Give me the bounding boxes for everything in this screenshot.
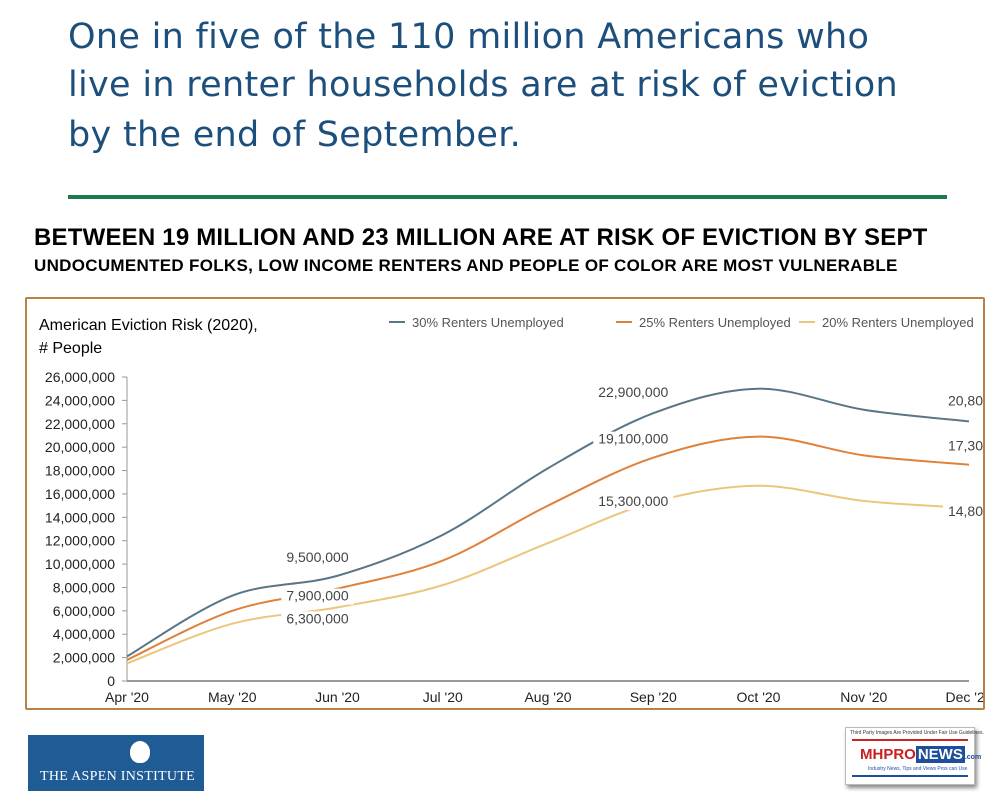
chart-frame: American Eviction Risk (2020), # People …: [25, 297, 985, 710]
mhpronews-wordmark: MHPRO NEWS .com: [860, 746, 981, 763]
x-tick-label: Oct '20: [737, 689, 781, 705]
headline-line-3: by the end of September.: [68, 115, 522, 155]
data-label-bg: [593, 431, 674, 448]
wordmark-part: MHPRO: [860, 746, 916, 763]
x-tick-label: Aug '20: [524, 689, 571, 705]
headline-line-2: live in renter households are at risk of…: [68, 65, 898, 105]
series-line-2: [126, 435, 970, 661]
x-tick-label: Jul '20: [423, 689, 463, 705]
y-tick-label: 26,000,000: [45, 369, 115, 385]
data-label: 15,300,000: [598, 493, 668, 509]
legend-label: 20% Renters Unemployed: [822, 315, 974, 330]
data-label: 7,900,000: [286, 588, 348, 604]
y-tick-label: 14,000,000: [45, 509, 115, 525]
x-tick-label: Sep '20: [630, 689, 677, 705]
subtitle: BETWEEN 19 MILLION AND 23 MILLION ARE AT…: [34, 224, 928, 251]
x-tick-label: May '20: [208, 689, 257, 705]
divider: [852, 775, 968, 777]
data-label: 20,800,000: [948, 392, 983, 408]
data-label: 6,300,000: [286, 610, 348, 626]
mhpronews-notice: Third Party Images Are Provided Under Fa…: [850, 730, 984, 736]
divider: [68, 195, 947, 199]
data-label-bg: [281, 549, 354, 566]
data-label-bg: [281, 611, 354, 628]
y-tick-label: 0: [107, 673, 115, 689]
data-label-bg: [593, 385, 674, 402]
wordmark-part: .com: [964, 754, 982, 761]
aspen-institute-logo: THE ASPEN INSTITUTE: [28, 735, 204, 791]
y-tick-label: 6,000,000: [53, 603, 115, 619]
wordmark-part: NEWS: [915, 746, 965, 763]
legend-label: 25% Renters Unemployed: [639, 315, 791, 330]
leaf-icon: [130, 741, 150, 763]
y-tick-label: 20,000,000: [45, 439, 115, 455]
data-label-bg: [593, 494, 674, 511]
data-label-bg: [281, 588, 354, 605]
y-tick-label: 4,000,000: [53, 626, 115, 642]
aspen-logo-text: THE ASPEN INSTITUTE: [40, 769, 196, 784]
mhpronews-logo: Third Party Images Are Provided Under Fa…: [845, 727, 984, 785]
x-tick-label: Nov '20: [840, 689, 887, 705]
x-tick-label: Jun '20: [315, 689, 360, 705]
data-label-bg: [943, 438, 983, 455]
y-tick-label: 16,000,000: [45, 486, 115, 502]
series-line-1: [126, 387, 970, 658]
subtitle-secondary: UNDOCUMENTED FOLKS, LOW INCOME RENTERS A…: [34, 256, 898, 275]
chart-title: American Eviction Risk (2020),: [39, 317, 258, 334]
data-label: 22,900,000: [598, 384, 668, 400]
line-chart: American Eviction Risk (2020), # People …: [39, 315, 983, 705]
data-label: 9,500,000: [286, 549, 348, 565]
y-tick-label: 8,000,000: [53, 579, 115, 595]
y-tick-label: 10,000,000: [45, 556, 115, 572]
mhpronews-tagline: Industry News, Tips and Views Pros can U…: [868, 766, 968, 772]
data-label-bg: [943, 503, 983, 520]
data-label: 17,300,000: [948, 438, 983, 454]
legend-label: 30% Renters Unemployed: [412, 315, 564, 330]
data-label: 19,100,000: [598, 431, 668, 447]
chart-title-units: # People: [39, 340, 102, 357]
data-label-bg: [943, 393, 983, 410]
y-tick-label: 22,000,000: [45, 416, 115, 432]
y-tick-label: 2,000,000: [53, 650, 115, 666]
headline-line-1: One in five of the 110 million Americans…: [68, 17, 870, 57]
y-tick-label: 12,000,000: [45, 533, 115, 549]
divider: [852, 739, 968, 741]
series-line-3: [126, 484, 970, 665]
x-tick-label: Apr '20: [105, 689, 149, 705]
y-tick-label: 18,000,000: [45, 463, 115, 479]
y-tick-label: 24,000,000: [45, 392, 115, 408]
data-label: 14,800,000: [948, 503, 983, 519]
x-tick-label: Dec '20: [945, 689, 983, 705]
